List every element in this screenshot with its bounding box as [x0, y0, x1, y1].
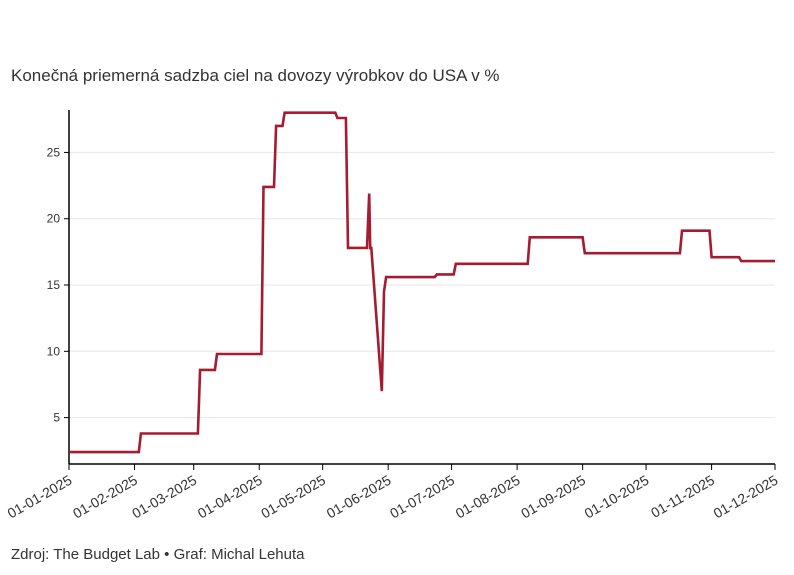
x-tick-label: 01-11-2025	[648, 472, 717, 521]
y-tick-label: 5	[53, 411, 60, 425]
x-tick-label: 01-09-2025	[518, 472, 588, 522]
x-axis-ticks: 01-01-202501-02-202501-03-202501-04-2025…	[4, 464, 781, 522]
x-tick-label: 01-04-2025	[195, 472, 265, 522]
y-tick-label: 10	[47, 344, 61, 358]
x-tick-label: 01-06-2025	[324, 472, 394, 522]
x-tick-label: 01-05-2025	[258, 472, 328, 522]
x-tick-label: 01-07-2025	[387, 472, 457, 522]
chart-title: Konečná priemerná sadzba ciel na dovozy …	[11, 66, 500, 85]
y-tick-label: 20	[47, 212, 61, 226]
series-line-0	[69, 111, 775, 454]
x-tick-label: 01-12-2025	[710, 472, 780, 522]
y-tick-label: 15	[47, 278, 61, 292]
x-tick-label: 01-08-2025	[453, 472, 523, 522]
source-credit: Zdroj: The Budget Lab • Graf: Michal Leh…	[11, 546, 305, 563]
x-tick-label: 01-03-2025	[129, 472, 199, 522]
x-tick-label: 01-01-2025	[4, 472, 74, 522]
y-tick-label: 25	[47, 145, 61, 159]
x-tick-label: 01-02-2025	[70, 472, 140, 522]
series-layer	[69, 111, 775, 454]
x-tick-label: 01-10-2025	[582, 472, 652, 522]
axes	[68, 110, 775, 465]
y-axis-ticks: 5 10 15 20 25	[47, 145, 69, 425]
gridlines	[69, 151, 775, 419]
